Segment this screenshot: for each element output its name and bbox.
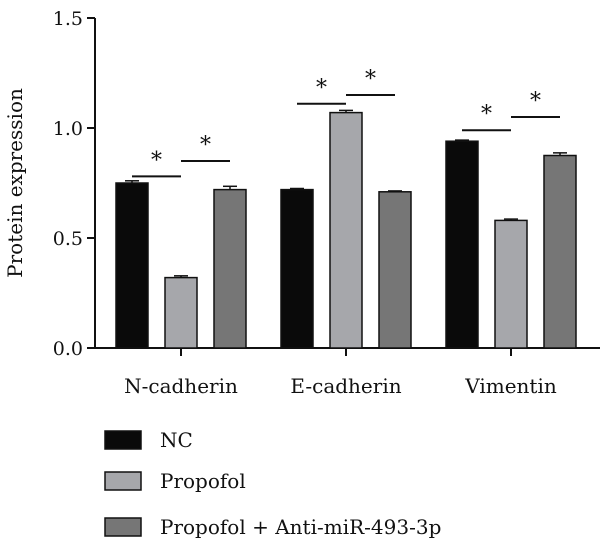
legend-swatch bbox=[104, 517, 142, 537]
significance-star: * bbox=[481, 102, 492, 127]
y-tick-label: 1.0 bbox=[53, 118, 83, 140]
bar bbox=[445, 140, 479, 349]
legend-label: Propofol bbox=[160, 469, 246, 493]
error-bar bbox=[553, 152, 567, 156]
significance-star: * bbox=[200, 133, 211, 158]
bar bbox=[213, 188, 247, 349]
significance-star: * bbox=[151, 148, 162, 173]
x-tick-label: Vimentin bbox=[464, 374, 557, 398]
y-axis-label: Protein expression bbox=[3, 88, 27, 278]
x-tick-label: N-cadherin bbox=[124, 374, 238, 398]
legend-label: NC bbox=[160, 428, 193, 452]
bar bbox=[280, 188, 314, 349]
bar bbox=[494, 219, 528, 349]
bar bbox=[164, 276, 198, 349]
error-bar bbox=[174, 275, 188, 278]
error-bar bbox=[455, 139, 469, 142]
bar bbox=[543, 154, 577, 349]
error-bar bbox=[339, 109, 353, 113]
significance-star: * bbox=[365, 67, 376, 92]
legend-swatch bbox=[104, 430, 142, 450]
x-axis: N-cadherin E-cadherin Vimentin bbox=[95, 347, 600, 398]
significance-markers: * * * * * * bbox=[132, 67, 560, 178]
y-tick-label: 0.0 bbox=[53, 338, 83, 360]
y-tick-label: 1.5 bbox=[53, 8, 83, 30]
bar bbox=[115, 182, 149, 349]
error-bar bbox=[290, 187, 304, 190]
legend-label: Propofol + Anti-miR-493-3p bbox=[160, 515, 441, 539]
error-bar bbox=[125, 180, 139, 183]
legend: NC Propofol Propofol + Anti-miR-493-3p bbox=[104, 428, 441, 539]
bars bbox=[115, 109, 577, 349]
significance-star: * bbox=[316, 76, 327, 101]
significance-star: * bbox=[530, 89, 541, 114]
legend-swatch bbox=[104, 471, 142, 491]
error-bar bbox=[223, 185, 237, 190]
bar bbox=[378, 191, 412, 349]
x-tick-label: E-cadherin bbox=[290, 374, 401, 398]
error-bar bbox=[388, 190, 402, 192]
error-bar bbox=[504, 218, 518, 221]
y-axis: 0.0 0.5 1.0 1.5 bbox=[53, 8, 96, 360]
y-tick-label: 0.5 bbox=[53, 228, 83, 250]
bar bbox=[329, 111, 363, 349]
